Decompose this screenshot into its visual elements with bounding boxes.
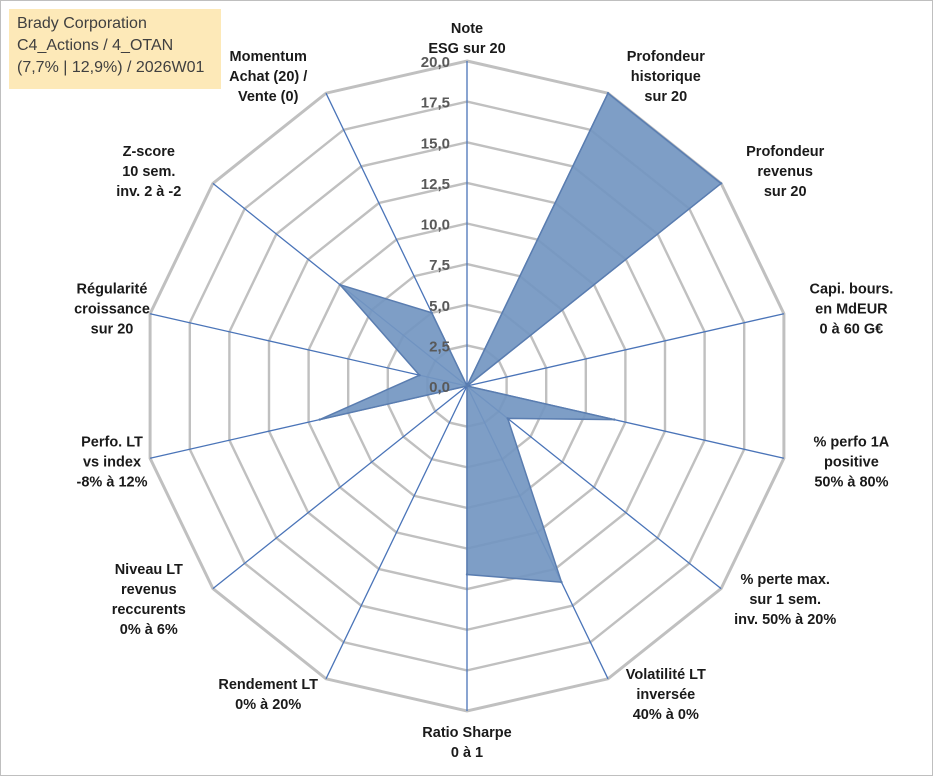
data-point — [465, 384, 469, 388]
data-series-area — [319, 92, 723, 584]
info-box: Brady Corporation C4_Actions / 4_OTAN (7… — [9, 9, 221, 89]
data-point — [465, 573, 469, 576]
tick-label: 7,5 — [429, 257, 450, 274]
info-box-category: C4_Actions / 4_OTAN — [17, 37, 174, 54]
axis-label-line: Momentum — [230, 49, 307, 65]
axis-spoke — [466, 385, 722, 590]
axis-label: Ratio Sharpe 0 à 1 — [422, 725, 511, 761]
axis-label-line: Ratio Sharpe — [422, 725, 511, 741]
axis-label-line: croissance — [74, 302, 150, 318]
axis-label: % perfo 1A positive 50% à 80% — [814, 434, 890, 490]
axis-label-line: 10 sem. — [122, 164, 175, 180]
axis-spoke — [466, 313, 785, 387]
axis-label-line: 0% à 6% — [120, 622, 178, 638]
axis-label-line: % perfo 1A — [814, 434, 890, 450]
axis-label: Profondeur historique sur 20 — [627, 49, 705, 105]
axis-label-line: Profondeur — [746, 144, 824, 160]
tick-label: 0,0 — [429, 379, 450, 396]
axis-label: Momentum Achat (20) / Vente (0) — [229, 49, 307, 105]
axis-label-line: Perfo. LT — [81, 434, 143, 450]
axis-label-line: positive — [824, 454, 879, 470]
axis-label: Profondeur revenus sur 20 — [746, 144, 824, 200]
axis-spoke — [149, 313, 468, 387]
tick-label: 5,0 — [429, 298, 450, 315]
tick-label: 20,0 — [421, 54, 450, 71]
info-box-period: (7,7% | 12,9%) / 2026W01 — [17, 59, 205, 76]
axis-label-line: vs index — [83, 454, 141, 470]
axis-label-line: 50% à 80% — [814, 474, 888, 490]
axis-label-line: Z-score — [123, 144, 175, 160]
data-point — [719, 182, 723, 185]
axis-label-line: Achat (20) / — [229, 69, 307, 85]
axis-label-line: Vente (0) — [238, 89, 299, 105]
axis-label: Niveau LT revenus reccurents 0% à 6% — [112, 562, 186, 638]
data-point — [560, 581, 563, 584]
axis-label: Capi. bours. en MdEUR 0 à 60 G€ — [810, 282, 894, 338]
axis-label-line: revenus — [757, 164, 813, 180]
axis-label: Z-score 10 sem. inv. 2 à -2 — [116, 144, 181, 200]
radial-tick-labels: 0,0 2,5 5,0 7,5 10,0 12,5 15,0 17,5 20,0 — [421, 54, 450, 396]
data-point — [506, 417, 509, 420]
axis-label-line: inv. 2 à -2 — [116, 184, 181, 200]
axis-label-line: revenus — [121, 582, 177, 598]
axis-labels: Note ESG sur 20 Profondeur historique sur 20… — [74, 21, 893, 761]
data-point — [318, 418, 321, 421]
axis-label-line: inversée — [636, 687, 695, 703]
axis-label-line: Rendement LT — [218, 677, 318, 693]
data-point — [613, 418, 616, 421]
axis-label-line: % perte max. — [740, 572, 829, 588]
axis-label-line: Régularité — [77, 282, 148, 298]
radar-series — [318, 92, 723, 584]
tick-label: 12,5 — [421, 176, 450, 193]
axis-label-line: reccurents — [112, 602, 186, 618]
axis-label: % perte max. sur 1 sem. inv. 50% à 20% — [734, 572, 836, 628]
data-point — [430, 311, 433, 314]
axis-label-line: 0% à 20% — [235, 697, 301, 713]
data-point — [338, 283, 342, 286]
axis-spoke — [212, 385, 468, 590]
axis-label-line: 0 à 1 — [451, 745, 483, 761]
tick-label: 15,0 — [421, 135, 450, 152]
axis-label: Régularité croissance sur 20 — [74, 282, 150, 338]
axis-label-line: Profondeur — [627, 49, 705, 65]
axis-label-line: sur 1 sem. — [749, 592, 821, 608]
axis-label: Perfo. LT vs index -8% à 12% — [77, 434, 148, 490]
axis-label: Volatilité LT inversée 40% à 0% — [626, 667, 706, 723]
axis-label-line: 0 à 60 G€ — [820, 322, 884, 338]
data-point — [418, 374, 421, 377]
data-point — [606, 92, 610, 95]
axis-label-line: -8% à 12% — [77, 474, 148, 490]
tick-label: 10,0 — [421, 217, 450, 234]
axis-label: Note ESG sur 20 — [428, 21, 505, 57]
axis-label-line: sur 20 — [764, 184, 807, 200]
axis-label-line: Volatilité LT — [626, 667, 706, 683]
axis-spoke — [325, 385, 468, 680]
axis-label-line: Capi. bours. — [810, 282, 894, 298]
axis-label-line: Note — [451, 21, 483, 37]
axis-label-line: 40% à 0% — [633, 707, 699, 723]
axis-label-line: ESG sur 20 — [428, 41, 505, 57]
axis-label-line: historique — [631, 69, 701, 85]
axis-label: Rendement LT 0% à 20% — [218, 677, 318, 713]
axis-label-line: inv. 50% à 20% — [734, 612, 836, 628]
info-box-company: Brady Corporation — [17, 15, 147, 32]
axis-label-line: Niveau LT — [115, 562, 183, 578]
axis-label-line: en MdEUR — [815, 302, 888, 318]
tick-label: 17,5 — [421, 95, 450, 112]
axis-label-line: sur 20 — [91, 322, 134, 338]
tick-label: 2,5 — [429, 338, 450, 355]
axis-label-line: sur 20 — [644, 89, 687, 105]
